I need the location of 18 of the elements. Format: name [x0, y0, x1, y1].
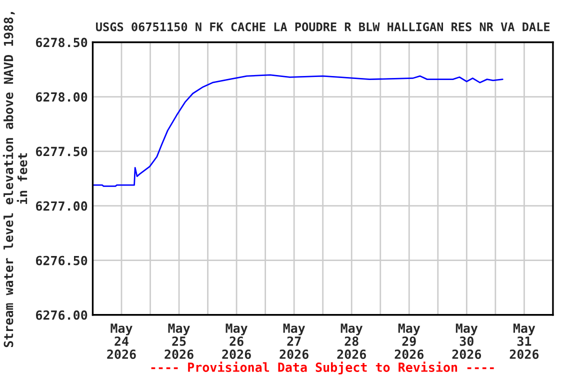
y-tick-label: 6276.00: [36, 310, 88, 320]
x-tick-label: May 28 2026: [337, 324, 366, 359]
y-tick-label: 6277.50: [36, 146, 88, 156]
x-tick-label: May 30 2026: [452, 324, 482, 359]
y-tick-label: 6276.50: [36, 256, 88, 266]
y-axis-title: Stream water level elevation above NAVD 1988, in feet: [2, 12, 28, 348]
x-tick-label: May 25 2026: [164, 324, 194, 359]
line-series: [92, 74, 504, 187]
x-tick-label: May 26 2026: [222, 324, 251, 359]
y-tick-label: 6277.00: [36, 201, 88, 211]
text: ---- Provisional Data Subject to Revision ----: [151, 362, 494, 374]
x-tick-label: May 27 2026: [280, 324, 308, 359]
x-tick-label: May 29 2026: [394, 324, 424, 359]
y-tick-label: 6278.00: [36, 92, 88, 102]
chart-title: USGS 06751150 N FK CACHE LA POUDRE R BLW HALLIGAN RES NR VA DALE: [96, 22, 550, 32]
x-tick-label: May 31 2026: [510, 324, 539, 359]
y-tick-label: 6278.50: [36, 38, 88, 48]
x-tick-label: May 24 2026: [107, 324, 136, 359]
